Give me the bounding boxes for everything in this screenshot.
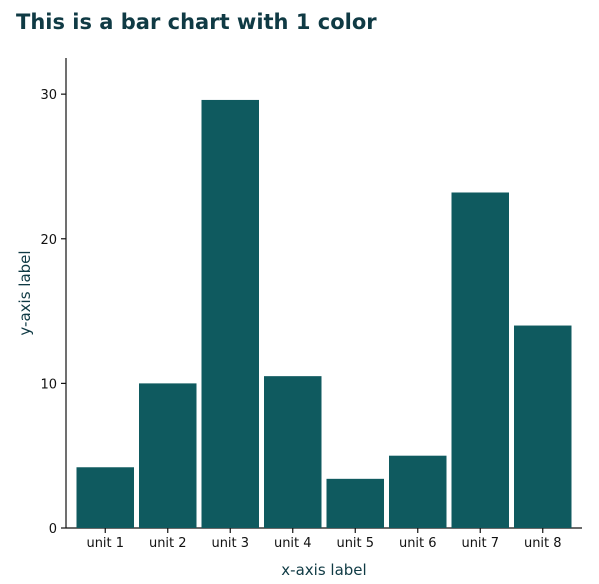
chart-title: This is a bar chart with 1 color bbox=[16, 10, 377, 34]
bar-unit-1 bbox=[76, 467, 134, 528]
y-axis-title: y-axis label bbox=[16, 250, 34, 335]
bar-unit-3 bbox=[201, 99, 259, 528]
bar-unit-2 bbox=[139, 383, 197, 528]
y-tick-label: 20 bbox=[40, 233, 57, 248]
x-tick-label: unit 8 bbox=[524, 536, 562, 551]
y-ticks: 0 10 20 30 bbox=[40, 88, 66, 537]
x-tick-label: unit 3 bbox=[211, 536, 249, 551]
x-tick-label: unit 1 bbox=[86, 536, 124, 551]
x-tick-label: unit 6 bbox=[399, 536, 437, 551]
x-tick-label: unit 7 bbox=[461, 536, 499, 551]
bars bbox=[76, 99, 572, 528]
x-axis-title: x-axis label bbox=[281, 561, 366, 579]
y-tick-label: 10 bbox=[40, 377, 57, 392]
x-tick-label: unit 2 bbox=[149, 536, 187, 551]
bar-unit-6 bbox=[389, 455, 447, 528]
bar-unit-4 bbox=[264, 376, 322, 528]
y-tick-label: 0 bbox=[49, 522, 57, 537]
bar-unit-5 bbox=[326, 478, 384, 528]
bar-unit-7 bbox=[451, 192, 509, 528]
y-tick-label: 30 bbox=[40, 88, 57, 103]
x-tick-label: unit 5 bbox=[336, 536, 374, 551]
x-ticks: unit 1 unit 2 unit 3 unit 4 unit 5 unit 6 unit… bbox=[86, 528, 562, 551]
bar-unit-8 bbox=[514, 325, 572, 528]
x-tick-label: unit 4 bbox=[274, 536, 312, 551]
